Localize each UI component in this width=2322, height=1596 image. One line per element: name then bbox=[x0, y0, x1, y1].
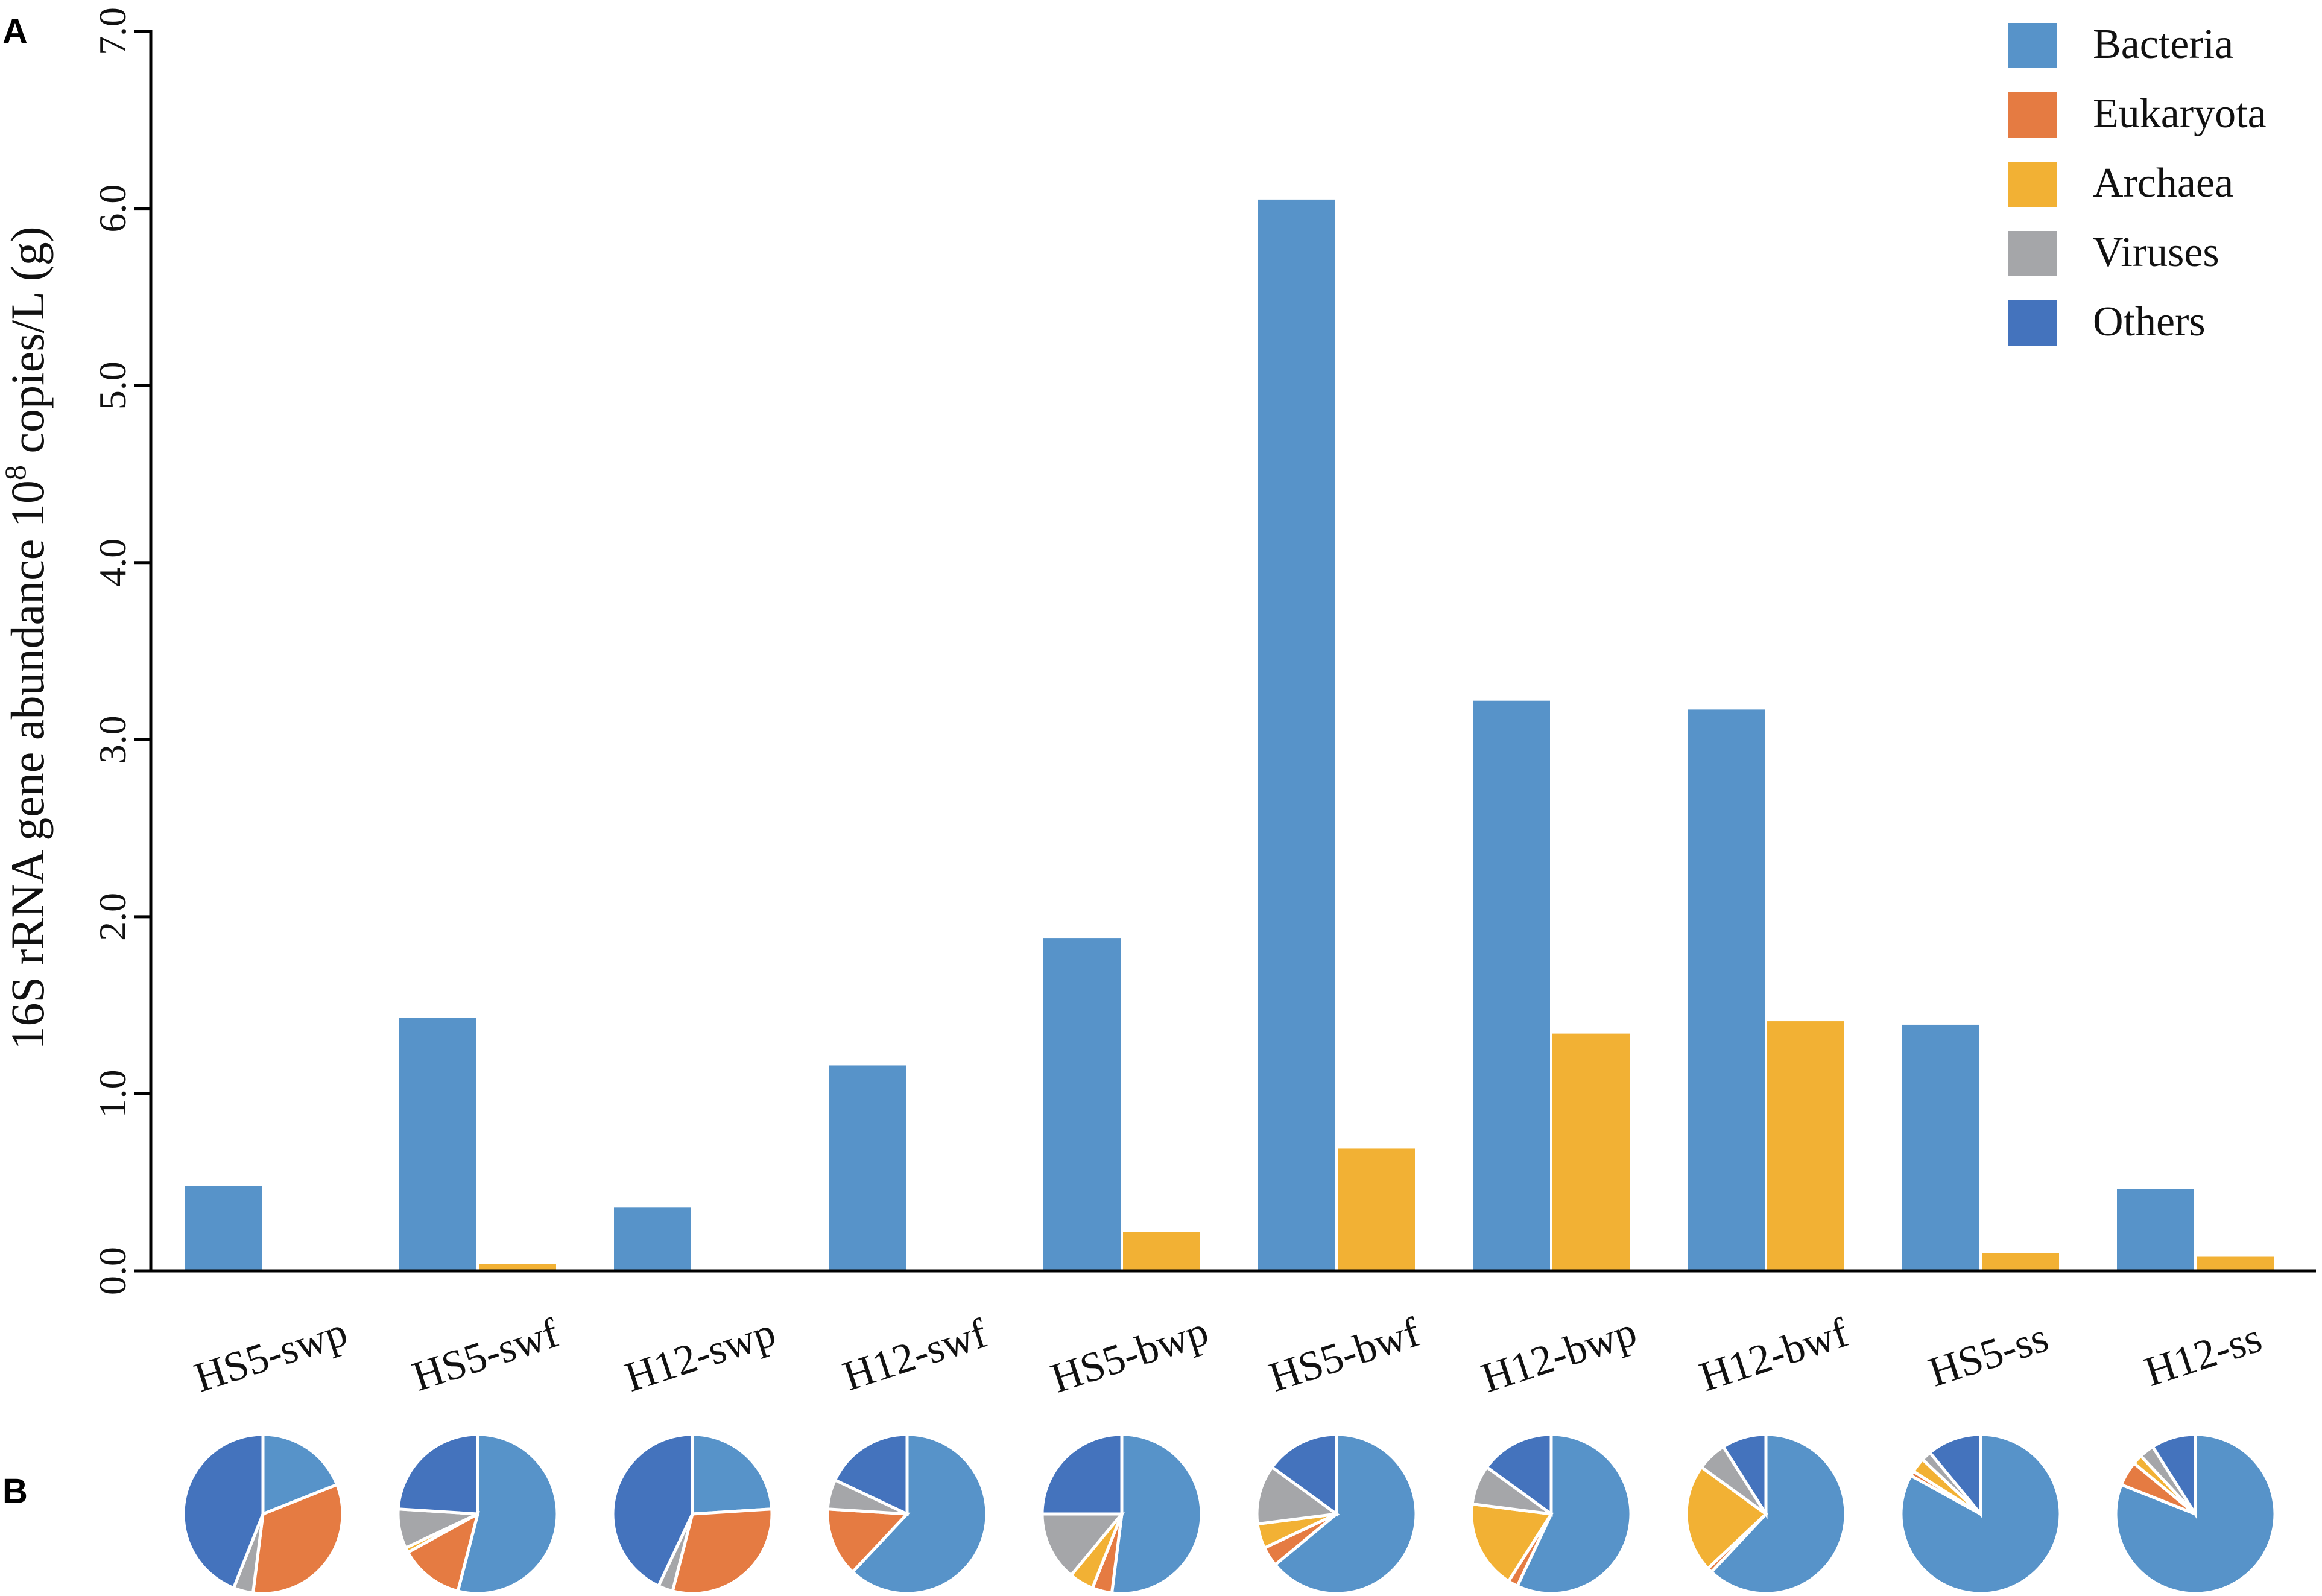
pie-h12-bwp bbox=[1470, 1433, 1633, 1595]
pie-slice-bacteria bbox=[1899, 1433, 2062, 1595]
pie-slice-others bbox=[611, 1433, 694, 1588]
legend-label-eukaryota: Eukaryota bbox=[2093, 90, 2267, 137]
y-axis-label-unit: copies/L (g) bbox=[1, 226, 54, 465]
y-tick-label: 7.0 bbox=[91, 7, 134, 55]
pie-slice-others bbox=[2150, 1433, 2197, 1519]
pie-slice-bacteria bbox=[456, 1433, 559, 1595]
panel-label-b: B bbox=[2, 1472, 28, 1511]
x-tick-label: H12-ss bbox=[2139, 1314, 2267, 1396]
pie-slice-bacteria bbox=[850, 1433, 989, 1595]
pie-h12-swf bbox=[826, 1433, 989, 1595]
x-tick-label: HS5-bwf bbox=[1264, 1309, 1426, 1401]
bars bbox=[185, 199, 2274, 1271]
x-tick-label: H12-bwp bbox=[1476, 1308, 1642, 1402]
x-tick-label: HS5-bwp bbox=[1046, 1308, 1214, 1402]
pie-hs5-bwf bbox=[1255, 1433, 1418, 1595]
y-tick-label: 1.0 bbox=[91, 1069, 134, 1118]
y-axis-label: 16S rRNA gene abundance 108 copies/L (g) bbox=[0, 226, 54, 1050]
bar-bacteria-hs5-swf bbox=[399, 1018, 476, 1271]
bar-archaea-hs5-swf bbox=[479, 1264, 556, 1271]
pie-slice-eukaryota bbox=[251, 1483, 344, 1595]
bar-bacteria-hs5-bwf bbox=[1258, 199, 1335, 1271]
pie-slice-others bbox=[833, 1433, 909, 1516]
pie-hs5-bwp bbox=[1040, 1433, 1203, 1595]
pie-slice-bacteria bbox=[1709, 1433, 1847, 1595]
x-tick-label: H12-swf bbox=[838, 1310, 993, 1400]
legend-swatch-archaea bbox=[2008, 162, 2057, 207]
pie-charts bbox=[182, 1433, 2277, 1595]
pie-slice-bacteria bbox=[691, 1433, 774, 1516]
legend-label-archaea: Archaea bbox=[2093, 160, 2233, 206]
legend-swatch-others bbox=[2008, 300, 2057, 346]
x-tick-label: HS5-swf bbox=[407, 1309, 565, 1400]
pie-slice-others bbox=[1270, 1433, 1338, 1517]
pie-slice-viruses bbox=[1040, 1512, 1125, 1578]
pie-h12-ss bbox=[2114, 1433, 2277, 1595]
bar-archaea-h12-ss bbox=[2197, 1256, 2274, 1271]
pie-slice-eukaryota bbox=[405, 1511, 480, 1593]
pie-slice-archaea bbox=[1470, 1502, 1554, 1583]
pie-hs5-swf bbox=[396, 1433, 559, 1595]
pie-slice-bacteria bbox=[261, 1433, 339, 1516]
y-axis: 0.0 1.0 2.0 3.0 4.0 5.0 6.0 7.0 bbox=[91, 7, 153, 1295]
legend-swatch-eukaryota bbox=[2008, 92, 2057, 138]
x-tick-label: H12-swp bbox=[619, 1309, 781, 1401]
pie-slice-bacteria bbox=[1110, 1433, 1203, 1595]
bar-bacteria-h12-bwp bbox=[1473, 700, 1550, 1271]
x-axis: HS5-swp HS5-swf H12-swp H12-swf HS5-bwp HS5-b… bbox=[151, 1269, 2316, 1402]
y-tick-label: 5.0 bbox=[91, 361, 134, 410]
bar-archaea-hs5-bwp bbox=[1123, 1232, 1200, 1271]
y-axis-label-main: 16S rRNA gene abundance 10 bbox=[1, 480, 54, 1050]
x-tick-label: H12-bwf bbox=[1694, 1309, 1854, 1401]
legend-label-viruses: Viruses bbox=[2093, 229, 2219, 276]
pie-slice-eukaryota bbox=[671, 1507, 774, 1595]
y-tick-label: 2.0 bbox=[91, 893, 134, 941]
pie-h12-swp bbox=[611, 1433, 774, 1595]
pie-slice-others bbox=[1928, 1433, 1982, 1518]
x-tick-label: HS5-ss bbox=[1923, 1314, 2054, 1396]
y-tick-label: 4.0 bbox=[91, 539, 134, 587]
pie-slice-bacteria bbox=[1515, 1433, 1633, 1595]
pie-hs5-ss bbox=[1899, 1433, 2062, 1595]
bar-archaea-h12-bwf bbox=[1767, 1021, 1844, 1271]
bar-archaea-hs5-ss bbox=[1982, 1253, 2059, 1271]
pie-slice-eukaryota bbox=[826, 1507, 911, 1574]
pie-slice-others bbox=[182, 1433, 265, 1590]
bar-bacteria-h12-ss bbox=[2117, 1189, 2194, 1271]
legend-swatch-viruses bbox=[2008, 231, 2057, 276]
panel-label-a: A bbox=[2, 12, 28, 51]
y-tick-label: 3.0 bbox=[91, 715, 134, 764]
legend-label-bacteria: Bacteria bbox=[2093, 21, 2233, 68]
pie-hs5-swp bbox=[182, 1433, 344, 1595]
legend: Bacteria Eukaryota Archaea Viruses Others bbox=[2008, 21, 2267, 346]
bar-archaea-hs5-bwf bbox=[1338, 1148, 1415, 1271]
bar-bacteria-hs5-ss bbox=[1902, 1024, 1979, 1271]
bar-bacteria-hs5-swp bbox=[185, 1186, 262, 1271]
bar-bacteria-h12-swf bbox=[829, 1065, 906, 1271]
bar-archaea-h12-bwp bbox=[1552, 1033, 1630, 1271]
pie-h12-bwf bbox=[1685, 1433, 1847, 1595]
pie-slice-viruses bbox=[1255, 1465, 1341, 1526]
legend-swatch-bacteria bbox=[2008, 23, 2057, 68]
pie-slice-others bbox=[1484, 1433, 1553, 1517]
pie-slice-others bbox=[1040, 1433, 1124, 1516]
bar-bacteria-hs5-bwp bbox=[1043, 938, 1121, 1271]
x-tick-label: HS5-swp bbox=[189, 1309, 353, 1402]
legend-label-others: Others bbox=[2093, 299, 2206, 345]
y-tick-label: 6.0 bbox=[91, 185, 134, 233]
pie-slice-others bbox=[1721, 1433, 1768, 1519]
y-tick-label: 0.0 bbox=[91, 1247, 134, 1295]
bar-bacteria-h12-bwf bbox=[1688, 709, 1765, 1271]
bar-bacteria-h12-swp bbox=[614, 1207, 691, 1271]
y-axis-label-exponent: 8 bbox=[0, 465, 32, 480]
pie-slice-others bbox=[396, 1433, 479, 1516]
pie-slice-bacteria bbox=[1273, 1433, 1418, 1595]
pie-slice-archaea bbox=[1685, 1465, 1768, 1571]
